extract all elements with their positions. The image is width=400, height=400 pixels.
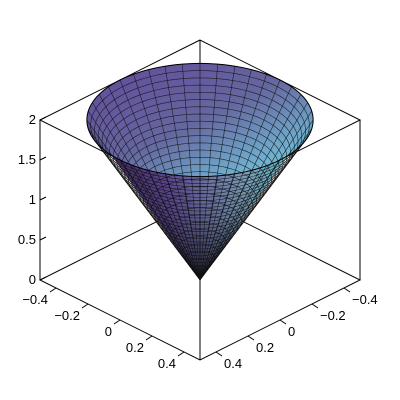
mesh-generator xyxy=(199,86,292,281)
mesh-generator xyxy=(88,110,201,281)
z-tick-mark xyxy=(39,196,47,201)
z-tick-label: 1.5 xyxy=(18,152,36,167)
z-tick-label: 2 xyxy=(29,112,36,127)
x-tick-mark xyxy=(145,335,153,341)
y-tick-label: 0.4 xyxy=(224,356,242,371)
z-tick-label: 0 xyxy=(29,272,36,287)
x-tick-mark xyxy=(49,287,57,293)
x-tick-label: 0.4 xyxy=(158,356,176,371)
x-tick-label: −0.2 xyxy=(54,308,80,323)
y-tick-mark xyxy=(215,351,223,357)
y-tick-label: 0 xyxy=(288,324,295,339)
mesh-generator xyxy=(86,119,201,281)
y-tick-mark xyxy=(311,303,319,309)
y-tick-mark xyxy=(247,335,255,341)
y-tick-mark xyxy=(343,287,351,293)
mesh-generator xyxy=(164,66,201,281)
mesh-generator xyxy=(199,102,308,281)
mesh-generator xyxy=(133,165,201,281)
mesh-generator xyxy=(199,110,312,281)
mesh-generator xyxy=(199,94,302,281)
y-tick-label: 0.2 xyxy=(256,340,274,355)
z-tick-mark xyxy=(39,236,47,241)
z-tick-mark xyxy=(39,156,47,161)
z-tick-label: 0.5 xyxy=(18,232,36,247)
y-tick-label: −0.2 xyxy=(320,308,346,323)
cone-rim xyxy=(86,62,314,178)
x-tick-mark xyxy=(113,319,121,325)
y-tick-label: −0.4 xyxy=(352,292,378,307)
mesh-generator xyxy=(98,145,201,281)
mesh-generator xyxy=(199,79,281,281)
mesh-generator xyxy=(199,165,267,281)
cone-surface xyxy=(86,62,314,281)
mesh-generator xyxy=(199,66,236,281)
axes: 0 0.5 1 1.5 2 −0.4 −0.2 0 0.2 0.4 −0.4 −0.2 0 0.2 0.4 xyxy=(18,112,378,371)
mesh-generator xyxy=(92,102,201,281)
mesh-generator xyxy=(108,153,201,281)
y-tick-mark xyxy=(279,319,287,325)
x-tick-label: 0 xyxy=(105,324,112,339)
z-tick-label: 1 xyxy=(29,192,36,207)
mesh-generator xyxy=(182,64,201,281)
x-tick-mark xyxy=(81,303,89,309)
mesh-generator xyxy=(108,86,201,281)
x-tick-label: 0.2 xyxy=(126,340,144,355)
mesh-generator xyxy=(98,94,201,281)
mesh-generator xyxy=(119,79,201,281)
mesh-generator xyxy=(199,128,312,281)
x-tick-mark xyxy=(177,351,185,357)
z-tick-mark xyxy=(39,276,47,281)
x-tick-label: −0.4 xyxy=(22,292,48,307)
mesh-generator xyxy=(199,74,267,281)
z-tick-mark xyxy=(39,116,47,121)
mesh-generator xyxy=(199,64,218,281)
mesh-generator xyxy=(133,74,201,281)
mesh-generator xyxy=(199,119,314,281)
